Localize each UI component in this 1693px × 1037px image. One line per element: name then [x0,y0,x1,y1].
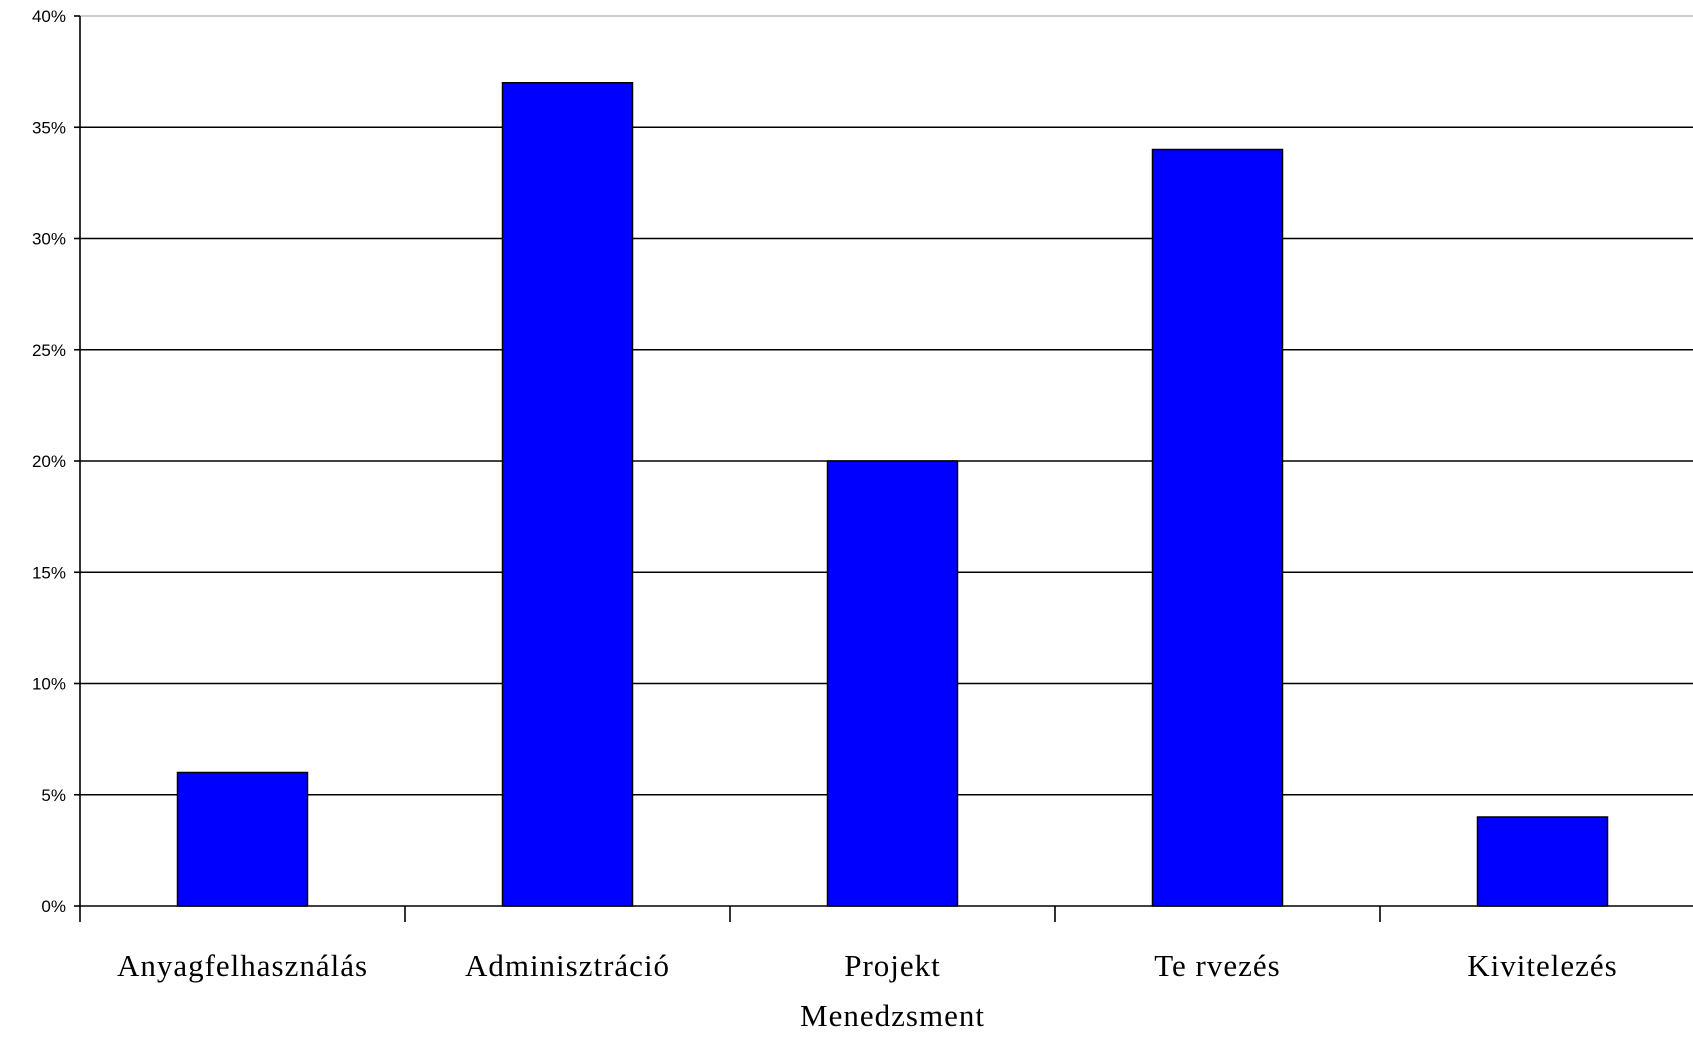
bars [176,82,1609,907]
axes [74,15,1693,922]
category-label: Projekt [844,948,941,983]
bar-5 [1476,816,1609,907]
y-tick-label: 5% [41,786,66,805]
category-label: Kivitelezés [1467,948,1617,983]
bar-1 [176,771,309,907]
category-label: Anyagfelhasználás [117,948,368,983]
y-tick-label: 35% [32,118,66,137]
y-tick-label: 20% [32,452,66,471]
y-tick-label: 15% [32,563,66,582]
category-label: Menedzsment [800,998,985,1032]
y-tick-label: 10% [32,675,66,694]
bar-3 [826,460,959,907]
bar-2 [501,82,634,907]
y-tick-label: 25% [32,341,66,360]
y-tick-label: 40% [32,7,66,26]
bar-4 [1151,148,1284,907]
category-label: Adminisztráció [465,948,670,983]
x-category-labels: Anyagfelhasználás Adminisztráció Projekt Me… [117,948,1617,1033]
y-tick-label: 30% [32,230,66,249]
category-label: Te rvezés [1154,948,1280,983]
y-tick-labels: 0% 5% 10% 15% 20% 25% 30% 35% 40% [32,7,66,916]
y-tick-label: 0% [41,897,66,916]
